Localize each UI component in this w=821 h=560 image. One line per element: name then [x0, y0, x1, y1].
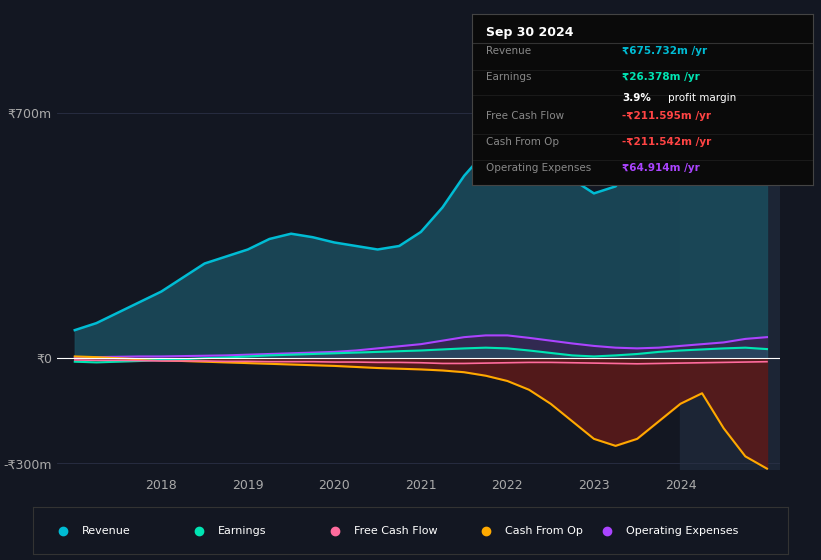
Bar	[681, 95, 780, 470]
Text: Revenue: Revenue	[82, 526, 131, 535]
Text: Operating Expenses: Operating Expenses	[626, 526, 738, 535]
Text: Operating Expenses: Operating Expenses	[486, 162, 591, 172]
Text: ₹26.378m /yr: ₹26.378m /yr	[622, 72, 699, 82]
Text: -₹211.595m /yr: -₹211.595m /yr	[622, 111, 711, 122]
Text: Revenue: Revenue	[486, 46, 531, 57]
Text: Free Cash Flow: Free Cash Flow	[354, 526, 438, 535]
Text: profit margin: profit margin	[668, 92, 736, 102]
Text: Cash From Op: Cash From Op	[486, 137, 559, 147]
Text: Free Cash Flow: Free Cash Flow	[486, 111, 564, 122]
Text: -₹211.542m /yr: -₹211.542m /yr	[622, 137, 711, 147]
Text: Earnings: Earnings	[218, 526, 266, 535]
Text: ₹675.732m /yr: ₹675.732m /yr	[622, 46, 707, 57]
Text: Earnings: Earnings	[486, 72, 531, 82]
Text: ₹64.914m /yr: ₹64.914m /yr	[622, 162, 699, 172]
Text: 3.9%: 3.9%	[622, 92, 651, 102]
Text: Cash From Op: Cash From Op	[505, 526, 583, 535]
Text: Sep 30 2024: Sep 30 2024	[486, 26, 573, 39]
